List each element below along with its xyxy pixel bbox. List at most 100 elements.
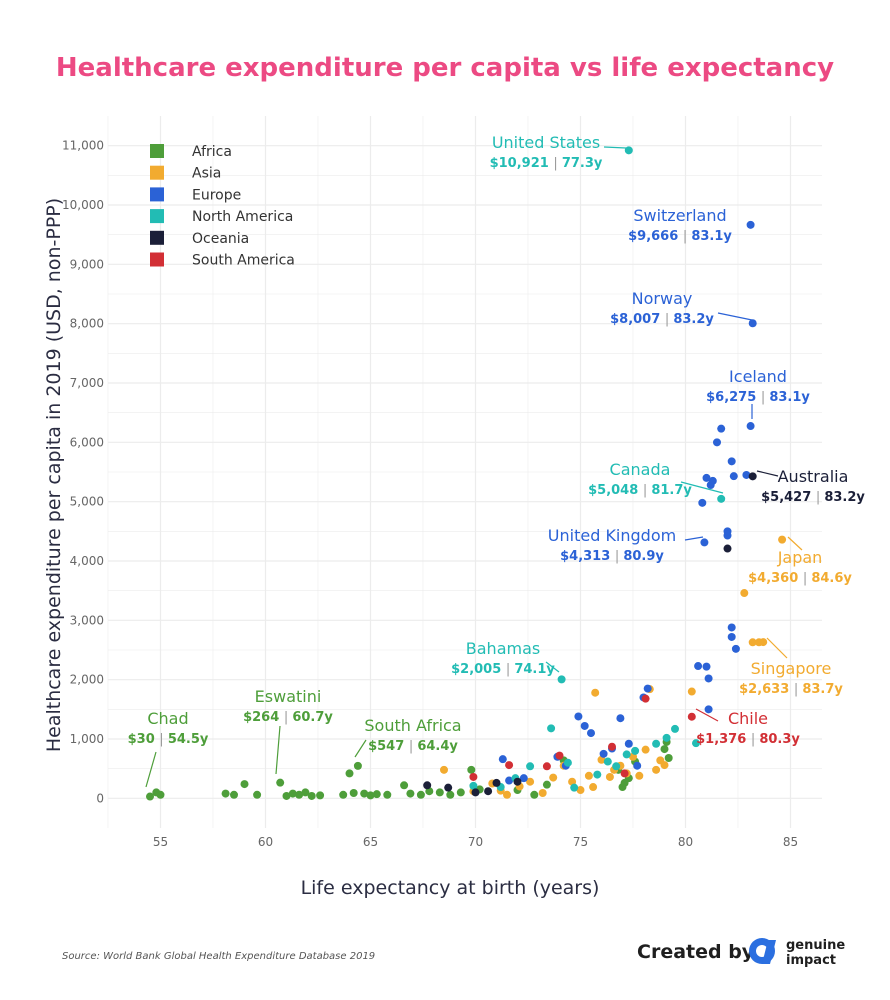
annotation-leader-line: [787, 536, 803, 551]
data-point: [748, 472, 757, 481]
annotation-country: Bahamas: [466, 639, 540, 658]
brand-name-line1: genuine: [786, 938, 845, 953]
data-point: [423, 781, 432, 790]
annotation-country: Eswatini: [255, 687, 322, 706]
annotation-country: Chad: [147, 709, 188, 728]
y-tick-label: 0: [96, 791, 104, 805]
data-point: [557, 675, 566, 684]
data-point: [530, 790, 539, 799]
data-point: [469, 781, 478, 790]
genuine-impact-logo-icon: [749, 938, 776, 964]
data-point: [580, 721, 589, 730]
y-tick-label: 1,000: [70, 732, 104, 746]
y-tick-label: 2,000: [70, 673, 104, 687]
data-point: [469, 772, 478, 781]
chart-title: Healthcare expenditure per capita vs lif…: [56, 53, 834, 83]
annotation-leader-line: [545, 661, 560, 673]
annotation-leader-line: [684, 536, 704, 541]
annotation-leader-line: [680, 481, 724, 494]
data-point: [505, 761, 514, 770]
data-point: [492, 778, 501, 787]
data-point: [587, 729, 595, 738]
data-point: [746, 220, 755, 229]
data-point: [616, 714, 625, 723]
data-point: [713, 438, 721, 447]
annotation-value: $1,376 | 80.3y: [696, 732, 800, 747]
data-point: [727, 623, 736, 632]
x-tick-label: 65: [363, 835, 378, 849]
data-point: [687, 687, 696, 696]
data-point: [591, 688, 600, 697]
data-point: [599, 749, 608, 758]
data-point: [704, 705, 713, 714]
data-point: [156, 790, 165, 799]
data-point: [146, 792, 154, 801]
data-point: [671, 724, 679, 733]
data-point: [563, 758, 572, 767]
y-tick-label: 4,000: [70, 554, 104, 568]
annotation-country: South Africa: [364, 716, 461, 735]
data-point: [702, 662, 711, 671]
data-point: [498, 755, 507, 764]
data-point: [612, 762, 621, 771]
data-point: [660, 761, 669, 770]
data-point: [383, 790, 392, 799]
data-point: [605, 772, 614, 781]
data-point: [727, 457, 736, 466]
data-point: [731, 644, 740, 653]
annotation-country: Singapore: [751, 659, 832, 678]
annotation-value: $4,313 | 80.9y: [560, 549, 664, 564]
data-point: [729, 472, 738, 481]
legend: Africa Asia Europe North America Oceania Sout…: [150, 144, 295, 269]
annotation-country: Switzerland: [633, 206, 726, 225]
data-point: [406, 789, 415, 798]
annotation-country: Norway: [632, 289, 693, 308]
data-point: [295, 790, 304, 799]
data-point: [717, 494, 726, 503]
brand-name-line2: impact: [786, 953, 836, 968]
data-point: [643, 684, 652, 693]
y-tick-label: 11,000: [62, 139, 104, 153]
annotation-value: $5,048 | 81.7y: [588, 483, 692, 498]
data-point: [505, 776, 514, 785]
data-point: [400, 781, 409, 790]
data-point: [435, 788, 444, 797]
y-tick-label: 10,000: [62, 198, 104, 212]
data-point: [603, 757, 612, 766]
data-point: [503, 790, 511, 799]
data-point: [687, 712, 696, 721]
legend-swatch: [150, 165, 164, 180]
annotation-value: $8,007 | 83.2y: [610, 312, 714, 327]
annotation-country: Iceland: [729, 367, 787, 386]
data-point: [349, 788, 358, 797]
data-point: [740, 589, 749, 598]
legend-label: Oceania: [192, 231, 249, 247]
legend-swatch: [150, 187, 164, 202]
y-tick-label: 5,000: [70, 495, 104, 509]
annotation-value: $264 | 60.7y: [243, 710, 333, 725]
legend-swatch: [150, 209, 164, 224]
data-point: [360, 789, 369, 798]
annotation-leader-line: [756, 470, 779, 477]
legend-swatch: [150, 230, 164, 245]
created-by-label: Created by: [637, 941, 755, 963]
annotation-leader-line: [145, 751, 157, 788]
x-tick-label: 60: [258, 835, 273, 849]
annotation-value: $6,275 | 83.1y: [706, 390, 810, 405]
annotation-country: United Kingdom: [548, 526, 676, 545]
annotation-country: Chile: [728, 709, 768, 728]
data-point: [240, 780, 249, 789]
legend-label: Europe: [192, 187, 241, 203]
data-point: [624, 739, 633, 748]
data-point: [484, 787, 493, 796]
annotation-value: $4,360 | 84.6y: [748, 571, 852, 586]
data-point: [748, 638, 757, 647]
data-point: [742, 470, 751, 479]
data-point: [519, 774, 528, 783]
data-point: [372, 790, 381, 799]
data-point: [345, 769, 354, 778]
y-tick-label: 8,000: [70, 317, 104, 331]
data-point: [748, 319, 757, 328]
legend-label: Africa: [192, 144, 232, 160]
data-point: [624, 146, 633, 155]
